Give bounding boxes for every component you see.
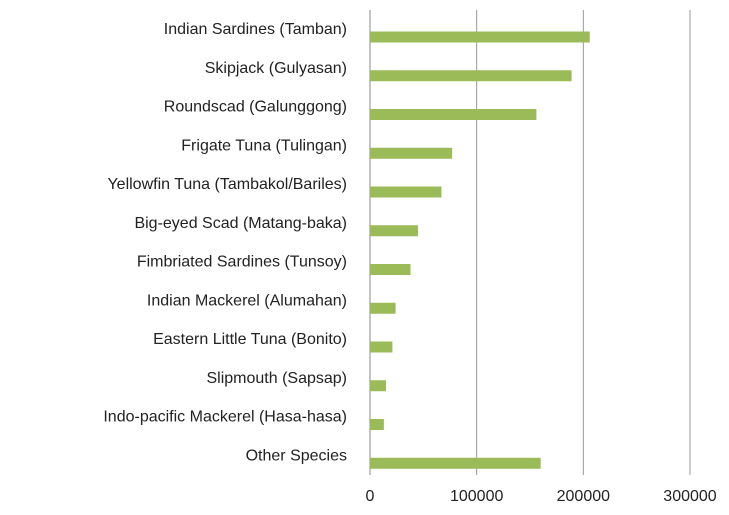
y-tick-label: Other Species bbox=[246, 447, 347, 464]
bar bbox=[370, 109, 537, 120]
bar bbox=[370, 380, 386, 392]
y-tick-label: Skipjack (Gulyasan) bbox=[205, 60, 347, 77]
x-tick-label: 100000 bbox=[450, 488, 503, 505]
bar bbox=[370, 302, 396, 314]
x-tick-label: 0 bbox=[366, 488, 375, 505]
y-tick-label: Yellowfin Tuna (Tambakol/Bariles) bbox=[107, 176, 347, 193]
x-tick-label: 200000 bbox=[557, 488, 610, 505]
y-tick-label: Frigate Tuna (Tulingan) bbox=[181, 137, 347, 154]
bar bbox=[370, 186, 442, 198]
y-tick-label: Big-eyed Scad (Matang-baka) bbox=[134, 215, 347, 232]
y-tick-label: Fimbriated Sardines (Tunsoy) bbox=[137, 254, 347, 271]
bar bbox=[370, 31, 590, 43]
bar bbox=[370, 264, 411, 275]
bar bbox=[370, 457, 541, 469]
y-tick-label: Indo-pacific Mackerel (Hasa-hasa) bbox=[103, 409, 347, 426]
bar bbox=[370, 147, 453, 159]
x-tick-label: 300000 bbox=[663, 488, 716, 505]
bar bbox=[370, 419, 384, 430]
bar bbox=[370, 225, 418, 237]
y-tick-label: Roundscad (Galunggong) bbox=[164, 99, 347, 116]
bar bbox=[370, 341, 393, 353]
y-tick-label: Slipmouth (Sapsap) bbox=[206, 370, 347, 387]
y-tick-label: Eastern Little Tuna (Bonito) bbox=[153, 331, 347, 348]
bar bbox=[370, 70, 572, 82]
y-tick-label: Indian Sardines (Tamban) bbox=[164, 21, 347, 38]
y-tick-label: Indian Mackerel (Alumahan) bbox=[147, 292, 347, 309]
